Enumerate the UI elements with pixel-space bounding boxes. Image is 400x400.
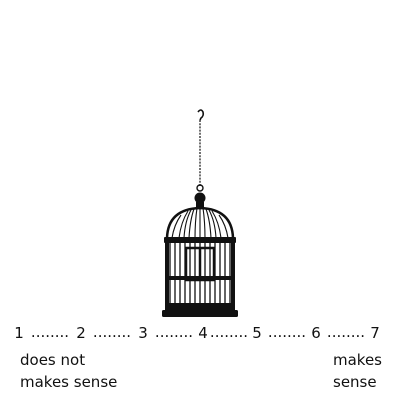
scale-point-2: 2 bbox=[76, 324, 86, 342]
high-anchor-label: makes sense bbox=[333, 349, 382, 393]
low-anchor-line-2: makes sense bbox=[20, 373, 118, 391]
scale-point-3: 3 bbox=[138, 324, 148, 342]
scale-point-1: 1 bbox=[14, 324, 24, 342]
scale-separator: ........ bbox=[326, 323, 366, 341]
birdcage-icon bbox=[162, 109, 238, 317]
scale-separator: ........ bbox=[267, 323, 307, 341]
low-anchor-line-1: does not bbox=[20, 351, 86, 369]
scale-point-6: 6 bbox=[311, 324, 321, 342]
low-anchor-label: does not makes sense bbox=[20, 349, 117, 393]
high-anchor-line-1: makes bbox=[333, 351, 382, 369]
scale-separator: ........ bbox=[209, 323, 249, 341]
scale-point-5: 5 bbox=[252, 324, 262, 342]
rating-scale: 1 ........ 2 ........ 3 ........ 4 .....… bbox=[14, 322, 386, 346]
high-anchor-line-2: sense bbox=[333, 373, 377, 391]
scale-point-4: 4 bbox=[198, 324, 208, 342]
scale-point-7: 7 bbox=[370, 324, 380, 342]
scale-separator: ........ bbox=[30, 323, 70, 341]
scale-separator: ........ bbox=[154, 323, 194, 341]
scale-separator: ........ bbox=[92, 323, 132, 341]
